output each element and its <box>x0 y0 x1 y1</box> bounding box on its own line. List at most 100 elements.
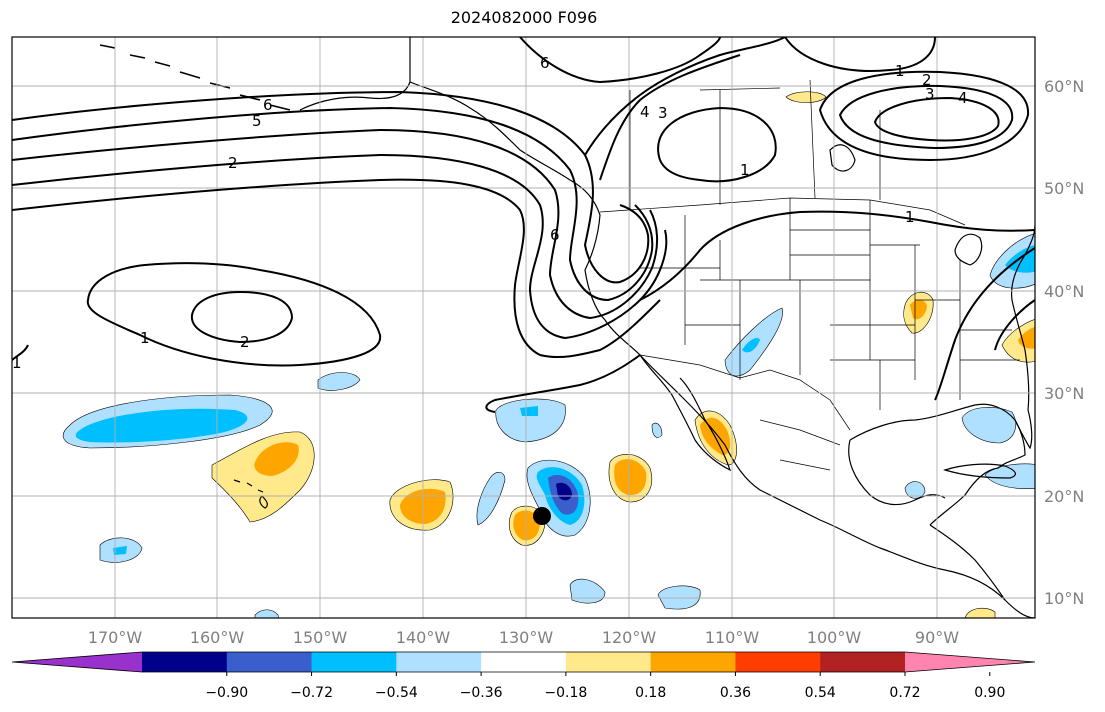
coastline-baja <box>639 354 732 472</box>
storm-position-dot <box>533 507 551 525</box>
latitude-labels: 60°N 50°N 40°N 30°N 20°N 10°N <box>1044 77 1084 608</box>
colorbar-tick-label: 0.54 <box>805 685 836 701</box>
contour-north-loop-2 <box>584 37 786 156</box>
positive-anomaly-core <box>1018 326 1035 349</box>
colorbar-tick-label: −0.72 <box>290 685 333 701</box>
colorbar-segment <box>311 652 397 672</box>
lon-label: 100°W <box>807 628 862 647</box>
colorbar-tick-label: −0.54 <box>375 685 418 701</box>
mexico-states <box>759 419 841 471</box>
colorbar-segment <box>735 652 821 672</box>
contour-north-loop-1 <box>519 37 721 84</box>
lon-label: 140°W <box>396 628 451 647</box>
coastline-florida <box>1014 409 1033 450</box>
positive-anomaly-core <box>910 299 927 320</box>
contour-label: 3 <box>658 104 668 122</box>
contour-label: 1 <box>12 354 22 372</box>
contour-label: 2 <box>240 333 250 351</box>
negative-anomaly-area <box>961 407 1016 444</box>
contour-jet-2 <box>12 153 668 340</box>
contour-west-edge <box>12 344 29 361</box>
colorbar-tick-label: −0.36 <box>460 685 503 701</box>
contour-ne-high-2 <box>838 84 1014 150</box>
lat-label: 40°N <box>1044 282 1084 301</box>
contour-label: 2 <box>922 71 932 89</box>
contour-lines <box>12 37 1035 413</box>
aleutian-islands <box>99 44 291 111</box>
lat-label: 60°N <box>1044 77 1084 96</box>
colorbar-segment <box>650 652 736 672</box>
negative-anomaly-area <box>495 398 566 443</box>
contour-jet-1 <box>12 178 661 359</box>
colorbar-tick-label: 0.36 <box>720 685 751 701</box>
colorbar-extend-min <box>12 652 142 672</box>
colorbar-tick-label: −0.90 <box>205 685 248 701</box>
negative-anomaly-area <box>651 422 663 438</box>
contour-label: 1 <box>905 208 915 226</box>
lat-label: 20°N <box>1044 487 1084 506</box>
contour-low-1 <box>657 106 777 183</box>
lon-label: 110°W <box>705 628 760 647</box>
colorbar-segment <box>481 652 567 672</box>
negative-anomaly-core <box>75 408 248 443</box>
lat-label: 10°N <box>1044 589 1084 608</box>
contour-label: 4 <box>958 89 968 107</box>
lon-label: 160°W <box>190 628 245 647</box>
contour-east-1 <box>934 247 1035 401</box>
lon-label: 120°W <box>602 628 657 647</box>
contour-east-2 <box>994 299 1035 351</box>
contour-ne-high-1 <box>818 70 1030 162</box>
positive-anomaly-area <box>964 607 996 618</box>
contour-label: 6 <box>540 54 550 72</box>
contour-labels: 2 5 6 1 2 6 4 3 1 1 1 2 3 4 6 1 <box>12 54 968 372</box>
colorbar-tick-label: 0.18 <box>635 685 666 701</box>
contour-label: 4 <box>640 103 650 121</box>
contour-label: 6 <box>263 96 273 114</box>
contour-label: 6 <box>550 226 560 244</box>
contour-jet-5 <box>12 90 650 284</box>
negative-anomaly-area <box>254 609 279 618</box>
negative-anomaly-area <box>657 585 701 610</box>
state-lines <box>640 198 1020 410</box>
longitude-labels: 170°W 160°W 150°W 140°W 130°W 120°W 110°… <box>88 628 959 647</box>
contour-label: 3 <box>925 85 935 103</box>
colorbar-tick-label: 0.90 <box>974 685 1005 701</box>
colorbar-segment <box>565 652 652 672</box>
contour-ne-high-3 <box>873 96 1000 142</box>
negative-anomaly-core <box>742 338 760 353</box>
colorbar-tick-label: 0.72 <box>889 685 920 701</box>
coastline-east <box>1010 224 1035 411</box>
coastline-alaska <box>409 37 1035 618</box>
colorbar-segment <box>396 652 482 672</box>
negative-anomaly-area <box>317 372 361 391</box>
colorbar-segment <box>820 652 906 672</box>
contour-label: 1 <box>140 329 150 347</box>
coastline-yucatan <box>848 439 946 506</box>
contour-ridge-1 <box>639 210 1035 301</box>
map-frame <box>11 36 1036 619</box>
negative-anomaly-core <box>520 406 538 416</box>
negative-anomaly-area <box>476 471 506 526</box>
colorbar-outline <box>11 651 1036 673</box>
positive-anomaly-area <box>785 91 827 103</box>
colorbar-tick-label: −0.18 <box>544 685 587 701</box>
lon-label: 130°W <box>499 628 554 647</box>
contour-south-lobe <box>485 354 641 413</box>
contour-jet-4 <box>12 106 654 302</box>
contour-label: 1 <box>740 161 750 179</box>
coastline-hudson <box>829 144 856 172</box>
border-canada-us <box>599 197 966 226</box>
political-borders <box>409 37 1020 471</box>
positive-anomaly-core <box>614 459 647 496</box>
contour-label: 2 <box>228 154 238 172</box>
contour-jet-3 <box>12 128 658 320</box>
map-title: 2024082000 F096 <box>450 8 598 27</box>
coastline-lakes <box>954 233 983 266</box>
border-us-mexico <box>639 354 851 431</box>
contour-west-1 <box>86 262 382 367</box>
contour-label: 5 <box>252 112 262 130</box>
lat-label: 50°N <box>1044 179 1084 198</box>
colorbar: −0.90 −0.72 −0.54 −0.36 −0.18 0.18 0.36 0.54 0.7… <box>11 651 1036 701</box>
negative-anomaly-area <box>569 578 606 604</box>
